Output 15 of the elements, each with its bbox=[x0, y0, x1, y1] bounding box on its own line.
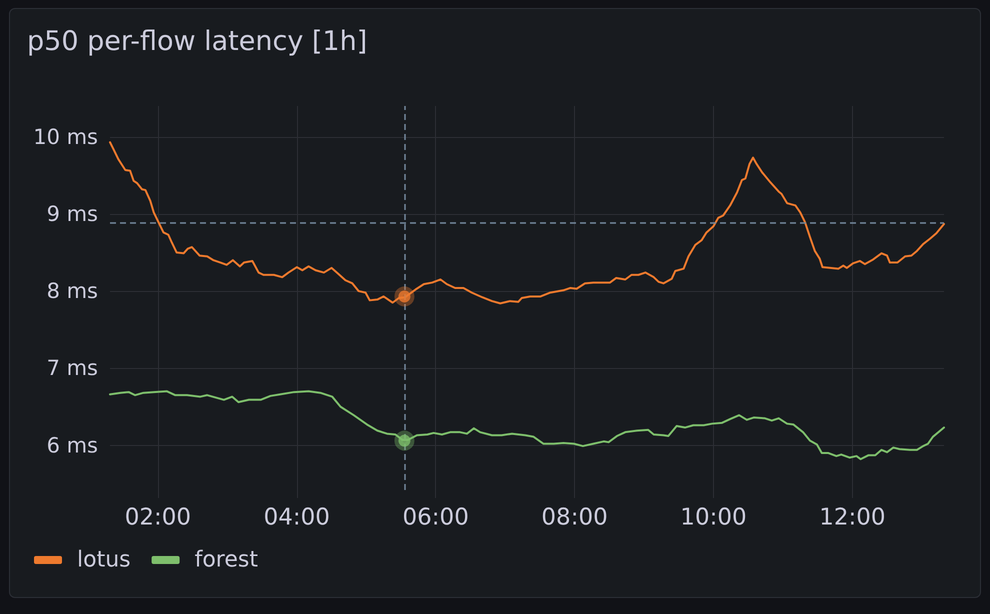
x-tick-label: 02:00 bbox=[124, 504, 192, 530]
y-tick-label: 9 ms bbox=[46, 202, 98, 226]
legend-label: lotus bbox=[77, 548, 131, 572]
y-tick-label: 6 ms bbox=[46, 433, 98, 458]
x-tick-label: 12:00 bbox=[819, 504, 886, 530]
x-tick-label: 06:00 bbox=[402, 504, 469, 530]
y-tick-label: 10 ms bbox=[33, 124, 98, 149]
x-tick-label: 10:00 bbox=[680, 504, 747, 530]
chart-title: p50 per-flow latency [1h] bbox=[27, 26, 368, 57]
legend-label: forest bbox=[194, 548, 258, 572]
x-tick-label: 08:00 bbox=[541, 504, 608, 530]
line-series bbox=[109, 390, 945, 460]
y-tick-label: 8 ms bbox=[46, 279, 98, 304]
x-tick-label: 04:00 bbox=[264, 504, 330, 530]
y-tick-label: 7 ms bbox=[46, 356, 98, 380]
